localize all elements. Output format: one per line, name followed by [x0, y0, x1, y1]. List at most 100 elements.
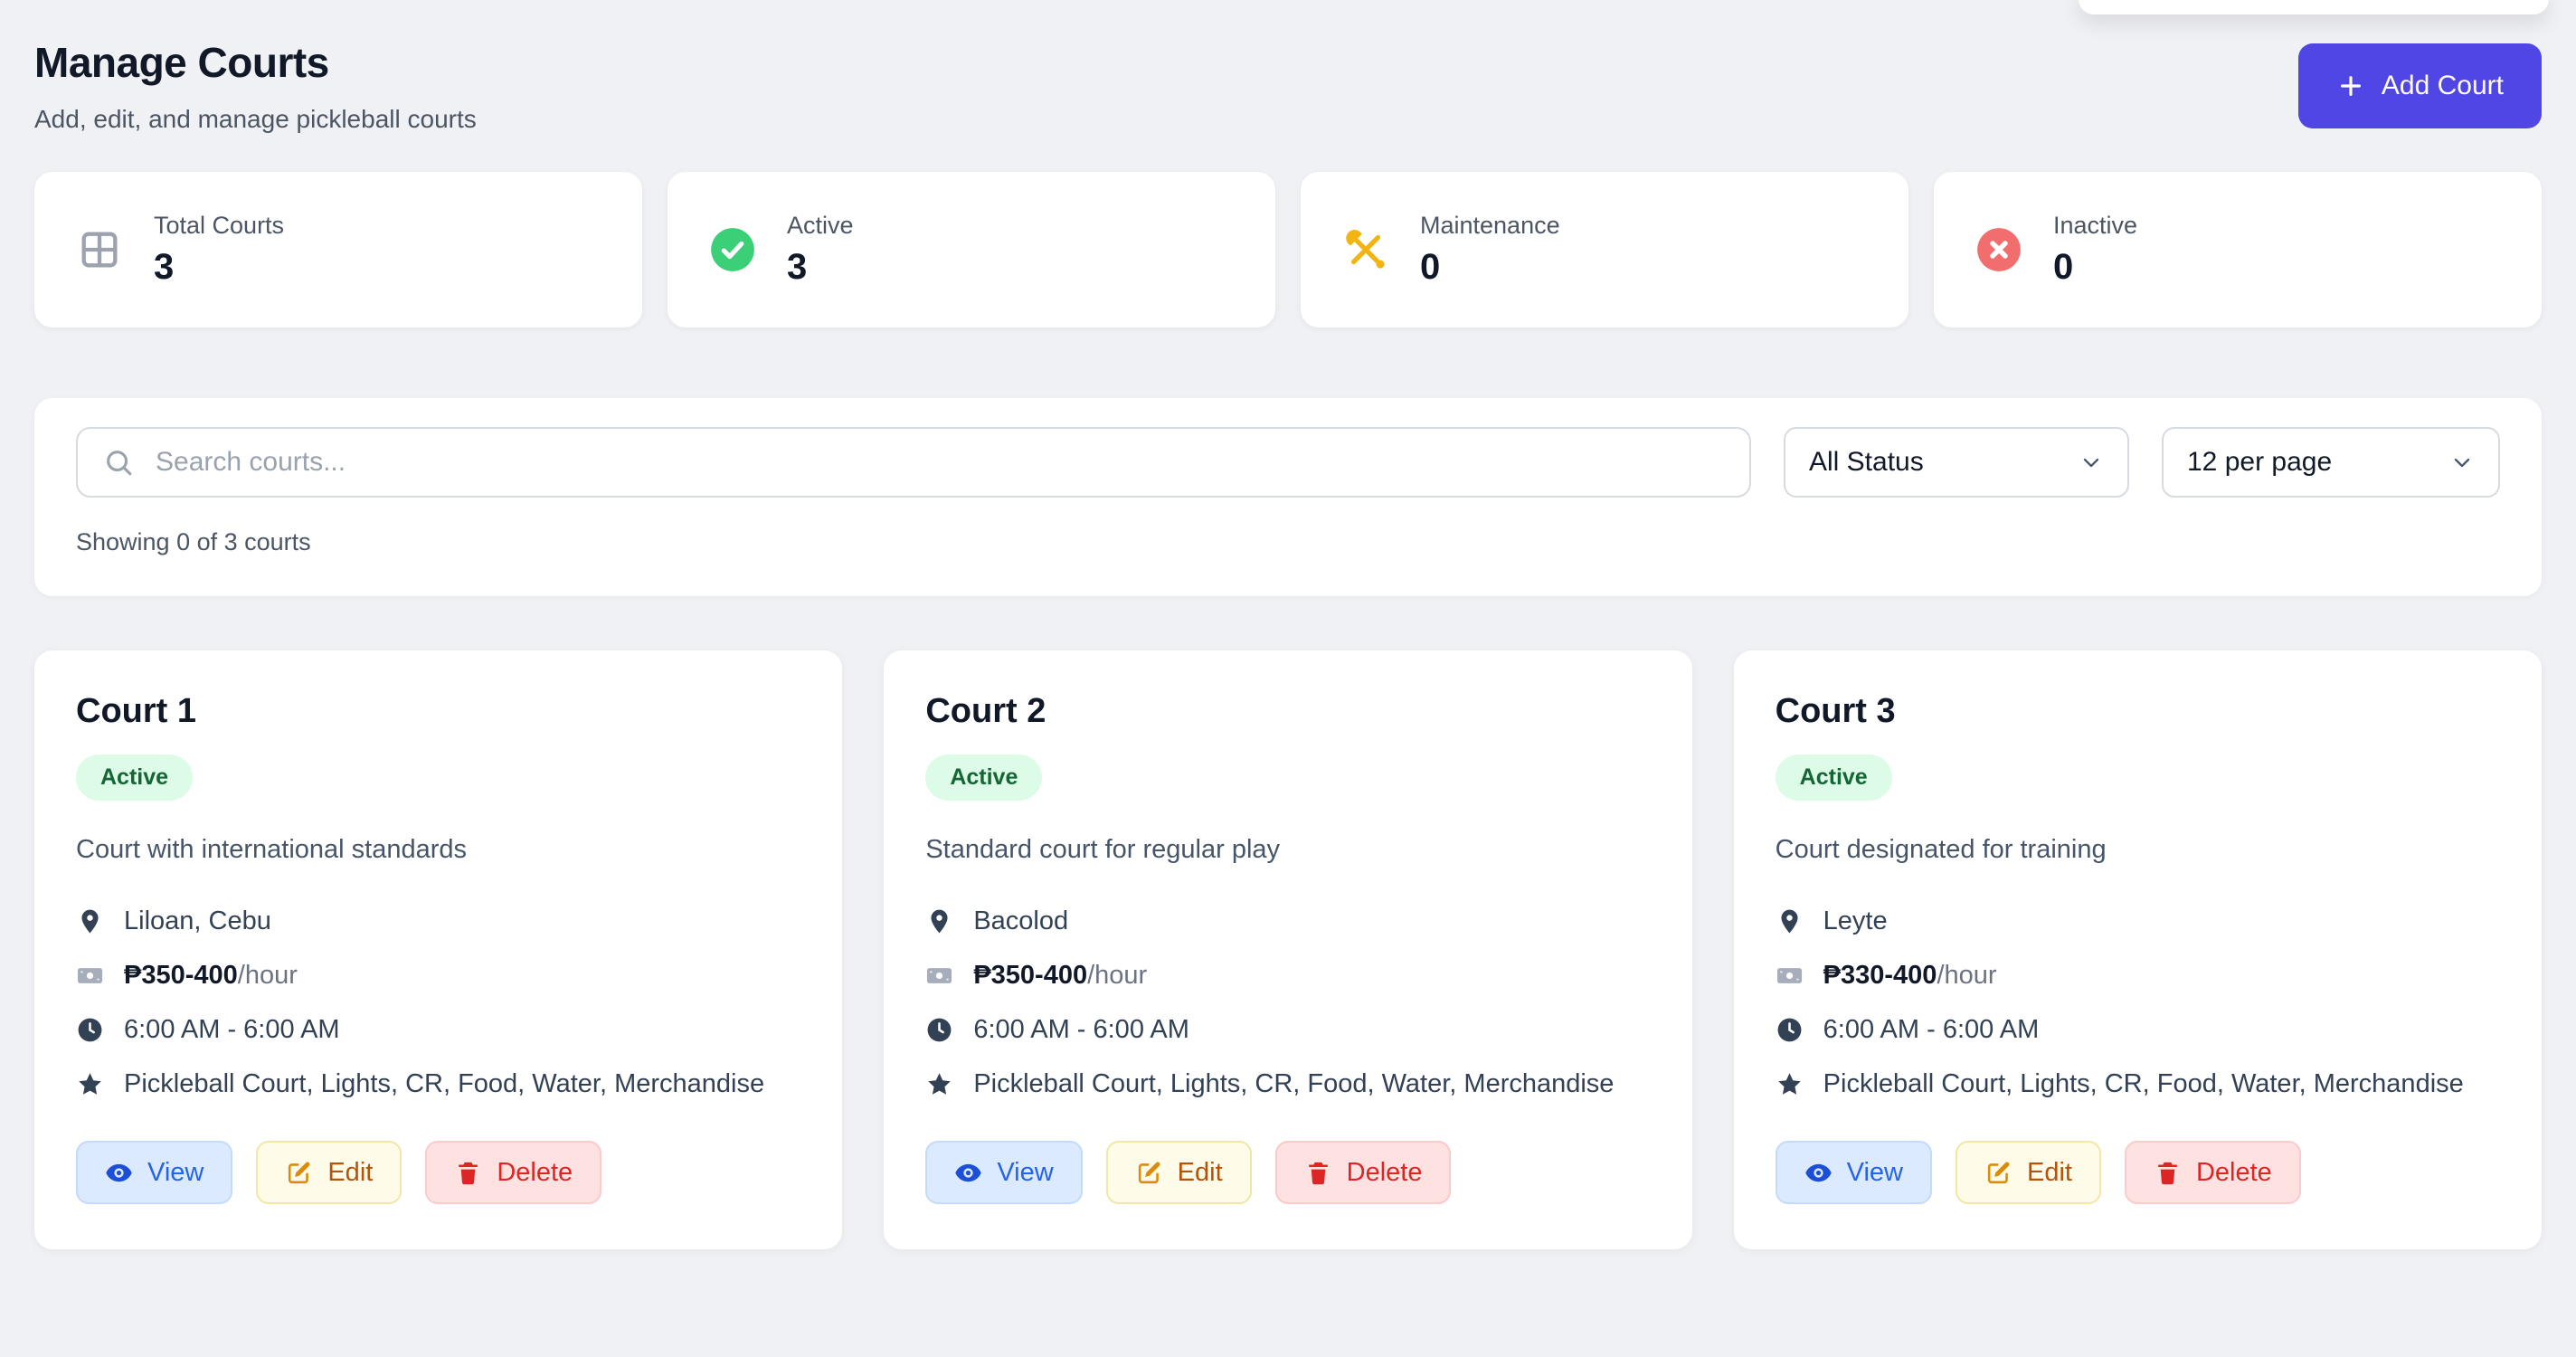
court-description: Standard court for regular play	[925, 835, 1281, 864]
star-icon	[928, 1073, 952, 1095]
plus-icon	[2340, 76, 2361, 96]
court-card-1: Court 1 Active Court with international …	[34, 650, 843, 1249]
view-button[interactable]: View	[925, 1141, 1083, 1204]
stat-label: Inactive	[2053, 212, 2138, 239]
delete-button[interactable]: Delete	[1274, 1141, 1452, 1204]
hours-text: 6:00 AM - 6:00 AM	[124, 1015, 340, 1044]
edit-button[interactable]: Edit	[256, 1141, 402, 1204]
banknote-icon	[927, 968, 952, 983]
add-court-button[interactable]: Add Court	[2297, 43, 2542, 128]
stat-text: Active 3	[787, 212, 854, 288]
x-circle-icon	[1977, 228, 2021, 271]
per-page-select[interactable]: 12 per page	[2162, 427, 2500, 498]
clock-icon	[927, 1018, 952, 1042]
eye-icon	[1804, 1163, 1832, 1181]
page-header: Manage Courts Add, edit, and manage pick…	[34, 38, 2542, 134]
status-badge: Active	[925, 754, 1043, 801]
map-pin-icon	[81, 909, 99, 934]
delete-label: Delete	[1346, 1157, 1423, 1187]
star-icon	[79, 1073, 101, 1095]
view-label: View	[147, 1157, 204, 1187]
delete-button[interactable]: Delete	[425, 1141, 602, 1204]
status-badge: Active	[76, 754, 194, 801]
stat-text: Maintenance 0	[1420, 212, 1560, 288]
card-actions: View Edit Delete	[925, 1141, 1650, 1204]
manage-courts-page: Manage Courts Add, edit, and manage pick…	[34, 38, 2542, 1249]
banknote-icon	[77, 968, 103, 983]
stats-row: Total Courts 3 Active 3 Maintenance 0	[34, 172, 2542, 327]
view-button[interactable]: View	[76, 1141, 233, 1204]
results-count: Showing 0 of 3 courts	[76, 528, 311, 555]
price-text: ₱330-400/hour	[1823, 961, 1997, 991]
map-pin-icon	[1781, 909, 1798, 934]
stat-label: Total Courts	[154, 212, 285, 239]
price-text: ₱350-400/hour	[973, 961, 1147, 991]
card-actions: View Edit Delete	[1775, 1141, 2500, 1204]
hours-row: 6:00 AM - 6:00 AM	[1776, 1015, 2500, 1045]
hours-row: 6:00 AM - 6:00 AM	[76, 1015, 800, 1045]
stat-card-inactive: Inactive 0	[1934, 172, 2542, 327]
hours-text: 6:00 AM - 6:00 AM	[973, 1015, 1189, 1044]
stat-card-total: Total Courts 3	[34, 172, 642, 327]
page-subtitle: Add, edit, and manage pickleball courts	[34, 105, 477, 133]
search-icon	[107, 451, 132, 476]
stat-value: 3	[787, 247, 808, 287]
chevron-down-icon	[2454, 458, 2470, 468]
edit-label: Edit	[2027, 1157, 2072, 1187]
price-value: ₱350-400	[973, 961, 1088, 990]
court-card-3: Court 3 Active Court designated for trai…	[1733, 650, 2542, 1249]
pencil-square-icon	[289, 1162, 310, 1183]
stat-card-maintenance: Maintenance 0	[1301, 172, 1908, 327]
view-label: View	[997, 1157, 1054, 1187]
price-row: ₱350-400/hour	[76, 961, 800, 991]
location-row: Leyte	[1776, 906, 2500, 936]
price-row: ₱330-400/hour	[1776, 961, 2500, 991]
status-select[interactable]: All Status	[1784, 427, 2129, 498]
trash-icon	[459, 1162, 478, 1184]
amenities-text: Pickleball Court, Lights, CR, Food, Wate…	[1823, 1069, 2464, 1098]
edit-button[interactable]: Edit	[1956, 1141, 2101, 1204]
check-circle-icon	[711, 228, 754, 271]
amenities-row: Pickleball Court, Lights, CR, Food, Wate…	[1776, 1069, 2500, 1099]
eye-icon	[106, 1163, 132, 1181]
amenities-row: Pickleball Court, Lights, CR, Food, Wate…	[925, 1069, 1650, 1099]
location-row: Liloan, Cebu	[76, 906, 800, 936]
price-value: ₱330-400	[1823, 961, 1937, 990]
location-text: Bacolod	[973, 906, 1069, 935]
court-description: Court designated for training	[1775, 835, 2107, 864]
stat-value: 0	[2053, 247, 2074, 287]
edit-button[interactable]: Edit	[1105, 1141, 1252, 1204]
page-title: Manage Courts	[34, 39, 329, 86]
court-description: Court with international standards	[76, 835, 468, 864]
stat-text: Inactive 0	[2053, 212, 2137, 288]
grid-icon	[81, 232, 118, 268]
search-input[interactable]	[76, 427, 1751, 498]
trash-icon	[1308, 1162, 1328, 1184]
filter-panel: All Status 12 per page Showing 0 of 3 co…	[34, 398, 2542, 596]
per-page-select-value: 12 per page	[2187, 447, 2333, 477]
edit-label: Edit	[327, 1157, 374, 1187]
tools-icon	[1346, 230, 1385, 269]
price-suffix: /hour	[237, 961, 298, 990]
court-details: Leyte ₱330-400/hour 6:00 AM - 6:00 AM Pi…	[1776, 906, 2500, 1099]
view-button[interactable]: View	[1775, 1141, 1932, 1204]
amenities-text: Pickleball Court, Lights, CR, Food, Wate…	[973, 1069, 1615, 1098]
amenities-text: Pickleball Court, Lights, CR, Food, Wate…	[124, 1069, 765, 1098]
page-header-text: Manage Courts Add, edit, and manage pick…	[34, 38, 477, 134]
court-details: Liloan, Cebu ₱350-400/hour 6:00 AM - 6:0…	[76, 906, 800, 1099]
status-select-value: All Status	[1809, 447, 1924, 477]
price-value: ₱350-400	[124, 961, 238, 990]
location-text: Liloan, Cebu	[124, 906, 271, 935]
delete-label: Delete	[497, 1157, 573, 1187]
court-details: Bacolod ₱350-400/hour 6:00 AM - 6:00 AM …	[925, 906, 1650, 1099]
price-row: ₱350-400/hour	[925, 961, 1650, 991]
search-box	[76, 427, 1751, 498]
edit-label: Edit	[1177, 1157, 1223, 1187]
location-row: Bacolod	[925, 906, 1650, 936]
delete-button[interactable]: Delete	[2124, 1141, 2301, 1204]
stat-card-active: Active 3	[668, 172, 1275, 327]
filter-row: All Status 12 per page	[76, 427, 2500, 498]
stat-value: 3	[154, 247, 175, 287]
clock-icon	[78, 1018, 102, 1042]
price-suffix: /hour	[1087, 961, 1148, 990]
